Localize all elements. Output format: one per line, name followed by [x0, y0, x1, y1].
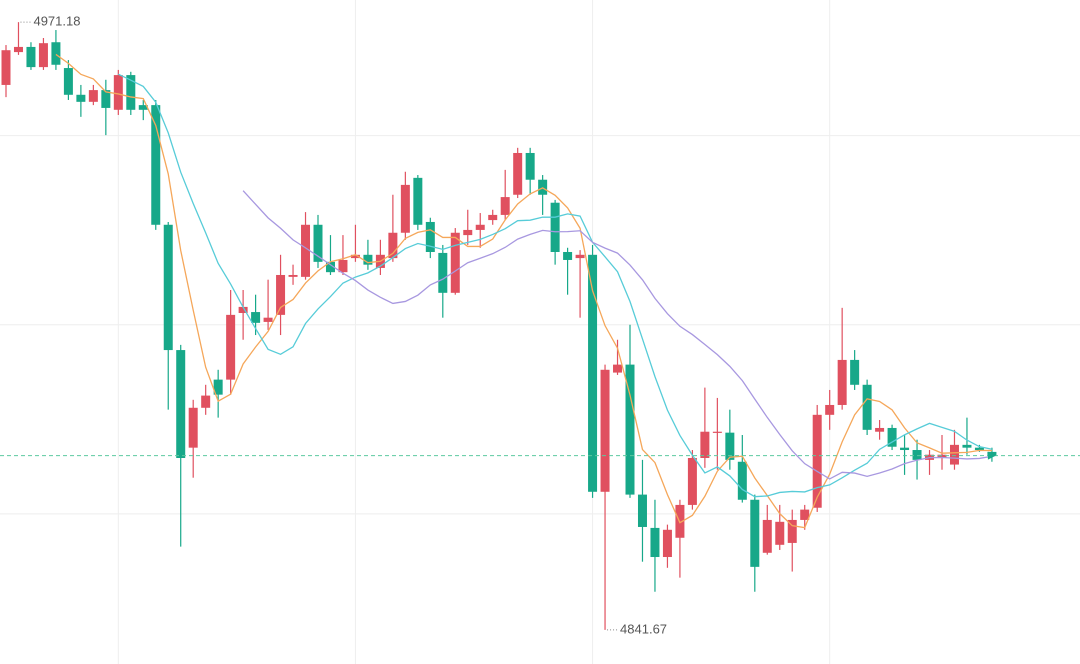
low-label: 4841.67	[620, 621, 667, 636]
candle-body	[301, 224, 311, 277]
candle-body	[712, 431, 722, 433]
candle-body	[463, 229, 473, 236]
candle-body	[575, 254, 585, 259]
moving-average	[55, 53, 992, 529]
high-label: 4971.18	[33, 14, 80, 29]
candle-body	[762, 519, 772, 553]
candle-body	[26, 46, 36, 68]
candle-body	[251, 312, 261, 323]
candle-body	[775, 521, 785, 545]
candle-body	[388, 232, 398, 259]
candle-body	[63, 68, 73, 95]
candle-body	[563, 251, 573, 260]
candle-body	[875, 427, 885, 432]
last-price-marker	[987, 451, 996, 460]
candle-body	[887, 427, 897, 447]
candle-body	[850, 359, 860, 385]
candle-body	[500, 197, 510, 215]
candle-body	[588, 254, 598, 492]
candle-body	[126, 75, 136, 110]
candle-body	[937, 454, 947, 458]
candle-body	[238, 306, 248, 313]
candle-body	[138, 105, 148, 110]
candle-body	[837, 359, 847, 405]
candle-body	[725, 432, 735, 460]
candle-body	[800, 509, 810, 520]
candle-body	[151, 105, 161, 225]
candle-body	[625, 364, 635, 495]
candle-body	[750, 499, 760, 567]
candle-body	[912, 450, 922, 460]
candle-body	[787, 519, 797, 543]
candle-body	[613, 364, 623, 373]
candle-body	[51, 42, 61, 65]
moving-average	[242, 190, 993, 480]
candle-body	[213, 379, 223, 395]
candle-body	[413, 177, 423, 225]
candle-body	[76, 94, 86, 102]
candle-body	[338, 259, 348, 273]
candle-body	[737, 461, 747, 500]
candle-body	[900, 447, 910, 451]
candle-body	[325, 261, 335, 273]
candle-body	[313, 224, 323, 262]
candle-body	[687, 457, 697, 505]
candle-body	[13, 46, 23, 53]
candle-body	[825, 404, 835, 415]
candle-body	[438, 252, 448, 293]
candle-body	[662, 529, 672, 558]
candle-body	[163, 224, 173, 351]
candle-body	[276, 274, 286, 315]
candle-body	[176, 350, 186, 458]
candle-body	[188, 407, 198, 448]
candle-body	[488, 214, 498, 221]
candle-body	[263, 317, 273, 322]
candle-body	[475, 224, 485, 230]
candle-body	[38, 43, 48, 68]
candle-body	[525, 152, 535, 180]
candle-body	[812, 414, 822, 508]
candle-body	[949, 444, 959, 465]
candle-body	[550, 202, 560, 252]
candle-body	[288, 274, 298, 277]
candle-body	[974, 447, 984, 451]
candle-body	[101, 90, 111, 108]
candle-body	[700, 431, 710, 458]
candle-body	[88, 90, 98, 102]
candle-body	[350, 254, 360, 259]
candle-body	[201, 395, 211, 408]
candle-body	[637, 494, 647, 527]
candle-body	[450, 232, 460, 293]
candle-body	[400, 184, 410, 233]
candle-body	[513, 152, 523, 195]
candle-body	[962, 444, 972, 448]
candle-body	[862, 384, 872, 430]
candle-body	[1, 50, 11, 85]
candle-body	[363, 254, 373, 265]
candle-body	[425, 221, 435, 252]
moving-average	[118, 73, 993, 498]
candle-body	[600, 369, 610, 492]
candle-body	[650, 527, 660, 558]
candle-body	[226, 314, 236, 380]
candle-body	[113, 75, 123, 110]
